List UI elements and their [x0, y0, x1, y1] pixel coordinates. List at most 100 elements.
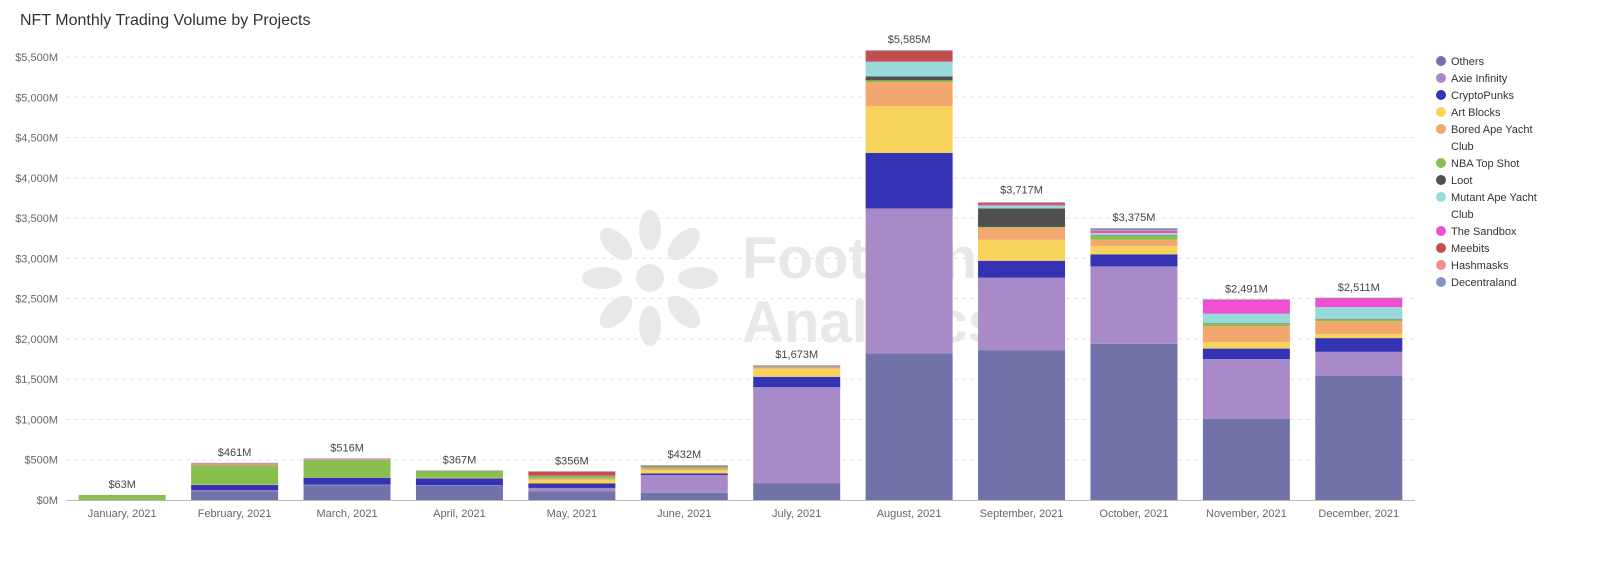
bar-segment-art-blocks[interactable] — [303, 477, 391, 478]
legend-item-art-blocks[interactable]: Art Blocks — [1436, 107, 1501, 119]
legend-item-mutant-ape-yacht-club[interactable]: Mutant Ape Yacht Club — [1436, 192, 1537, 221]
bar-segment-axie-infinity[interactable] — [1315, 351, 1403, 376]
bar-segment-mutant-ape-yacht-club[interactable] — [1202, 313, 1290, 324]
bar-segment-mutant-ape-yacht-club[interactable] — [1315, 307, 1403, 320]
bar-segment-art-blocks[interactable] — [415, 477, 503, 479]
bar-segment-art-blocks[interactable] — [528, 479, 616, 484]
bar-segment-nba-top-shot[interactable] — [640, 466, 728, 469]
bar-segment-cryptopunks[interactable] — [1090, 254, 1178, 267]
bar-segment-others[interactable] — [191, 491, 279, 500]
bar-segment-axie-infinity[interactable] — [978, 277, 1066, 351]
legend-item-decentraland[interactable]: Decentraland — [1436, 277, 1516, 289]
bar-segment-cryptopunks[interactable] — [753, 376, 841, 388]
legend-item-meebits[interactable]: Meebits — [1436, 243, 1490, 255]
bar-segment-others[interactable] — [303, 485, 391, 500]
bar-segment-meebits[interactable] — [865, 50, 953, 62]
bar-segment-bored-ape-yacht-club[interactable] — [1315, 321, 1403, 335]
bar-segment-nba-top-shot[interactable] — [528, 475, 616, 479]
bar-segment-nba-top-shot[interactable] — [865, 80, 953, 82]
bar-segment-nba-top-shot[interactable] — [303, 460, 391, 478]
bar-segment-nba-top-shot[interactable] — [78, 494, 166, 500]
bar-segment-the-sandbox[interactable] — [1202, 299, 1290, 314]
bar-segment-nba-top-shot[interactable] — [1202, 323, 1290, 327]
bar-segment-art-blocks[interactable] — [1090, 246, 1178, 255]
bar-segment-the-sandbox[interactable] — [753, 366, 841, 367]
bar-segment-hashmasks[interactable] — [865, 50, 953, 52]
bar-segment-nba-top-shot[interactable] — [415, 471, 503, 478]
legend-item-bored-ape-yacht-club[interactable]: Bored Ape Yacht Club — [1436, 124, 1533, 153]
bar-segment-axie-infinity[interactable] — [1202, 359, 1290, 419]
bar-segment-axie-infinity[interactable] — [303, 484, 391, 486]
bar-segment-nba-top-shot[interactable] — [1315, 319, 1403, 322]
bar-segment-decentraland[interactable] — [865, 50, 953, 51]
bar-segment-decentraland[interactable] — [753, 365, 841, 366]
bar-segment-bored-ape-yacht-club[interactable] — [753, 367, 841, 369]
bar-segment-mutant-ape-yacht-club[interactable] — [978, 205, 1066, 209]
bar-segment-cryptopunks[interactable] — [1202, 348, 1290, 360]
bar-segment-the-sandbox[interactable] — [640, 466, 728, 467]
bar-segment-nba-top-shot[interactable] — [978, 226, 1066, 228]
bar-segment-axie-infinity[interactable] — [415, 485, 503, 486]
bar-segment-art-blocks[interactable] — [1202, 342, 1290, 349]
bar-segment-the-sandbox[interactable] — [865, 61, 953, 62]
bar-segment-others[interactable] — [1315, 375, 1403, 500]
bar-segment-hashmasks[interactable] — [303, 458, 391, 461]
bar-segment-loot[interactable] — [865, 76, 953, 81]
bar-segment-mutant-ape-yacht-club[interactable] — [865, 61, 953, 77]
bar-segment-bored-ape-yacht-club[interactable] — [978, 227, 1066, 240]
bar-segment-cryptopunks[interactable] — [191, 484, 279, 491]
bar-segment-decentraland[interactable] — [1315, 297, 1403, 299]
bar-segment-others[interactable] — [753, 483, 841, 500]
bar-segment-others[interactable] — [978, 350, 1066, 500]
bar-segment-loot[interactable] — [1315, 319, 1403, 320]
bar-segment-axie-infinity[interactable] — [1090, 266, 1178, 344]
bar-segment-art-blocks[interactable] — [191, 484, 279, 486]
bar-segment-cryptopunks[interactable] — [303, 477, 391, 485]
bar-segment-the-sandbox[interactable] — [1090, 231, 1178, 233]
bar-segment-hashmasks[interactable] — [978, 202, 1066, 204]
bar-segment-loot[interactable] — [978, 208, 1066, 227]
bar-segment-cryptopunks[interactable] — [415, 478, 503, 486]
bar-segment-axie-infinity[interactable] — [753, 387, 841, 484]
bar-segment-bored-ape-yacht-club[interactable] — [865, 81, 953, 107]
bar-segment-hashmasks[interactable] — [191, 463, 279, 466]
bar-segment-art-blocks[interactable] — [753, 368, 841, 377]
bar-segment-meebits[interactable] — [978, 202, 1066, 205]
bar-segment-art-blocks[interactable] — [978, 239, 1066, 261]
bar-segment-bored-ape-yacht-club[interactable] — [528, 478, 616, 480]
bar-segment-cryptopunks[interactable] — [865, 152, 953, 209]
bar-segment-art-blocks[interactable] — [640, 470, 728, 474]
bar-segment-others[interactable] — [865, 353, 953, 500]
bar-segment-bored-ape-yacht-club[interactable] — [1090, 239, 1178, 247]
bar-segment-cryptopunks[interactable] — [528, 483, 616, 488]
bar-segment-mutant-ape-yacht-club[interactable] — [1090, 232, 1178, 236]
bar-segment-decentraland[interactable] — [191, 462, 279, 464]
legend-item-loot[interactable]: Loot — [1436, 175, 1472, 187]
bar-segment-decentraland[interactable] — [978, 202, 1066, 203]
legend-item-hashmasks[interactable]: Hashmasks — [1436, 260, 1509, 272]
bar-segment-decentraland[interactable] — [1090, 228, 1178, 231]
bar-segment-cryptopunks[interactable] — [640, 473, 728, 476]
bar-segment-others[interactable] — [415, 485, 503, 500]
legend-item-axie-infinity[interactable]: Axie Infinity — [1436, 73, 1508, 85]
bar-segment-the-sandbox[interactable] — [978, 204, 1066, 206]
bar-segment-hashmasks[interactable] — [528, 471, 616, 472]
bar-segment-hashmasks[interactable] — [1090, 230, 1178, 231]
bar-segment-loot[interactable] — [1202, 323, 1290, 324]
bar-segment-loot[interactable] — [1090, 235, 1178, 236]
bar-segment-bored-ape-yacht-club[interactable] — [640, 468, 728, 471]
bar-segment-bored-ape-yacht-club[interactable] — [1202, 326, 1290, 343]
bar-segment-the-sandbox[interactable] — [528, 475, 616, 476]
bar-segment-art-blocks[interactable] — [1315, 334, 1403, 339]
bar-segment-nba-top-shot[interactable] — [191, 465, 279, 485]
bar-segment-cryptopunks[interactable] — [1315, 338, 1403, 352]
legend-item-the-sandbox[interactable]: The Sandbox — [1436, 226, 1517, 238]
bar-segment-nba-top-shot[interactable] — [1090, 235, 1178, 240]
bar-segment-the-sandbox[interactable] — [1315, 298, 1403, 308]
bar-segment-decentraland[interactable] — [640, 465, 728, 466]
bar-segment-axie-infinity[interactable] — [191, 490, 279, 492]
bar-segment-cryptopunks[interactable] — [978, 260, 1066, 278]
bar-segment-meebits[interactable] — [1090, 230, 1178, 232]
bar-segment-decentraland[interactable] — [415, 470, 503, 471]
bar-segment-axie-infinity[interactable] — [865, 208, 953, 354]
